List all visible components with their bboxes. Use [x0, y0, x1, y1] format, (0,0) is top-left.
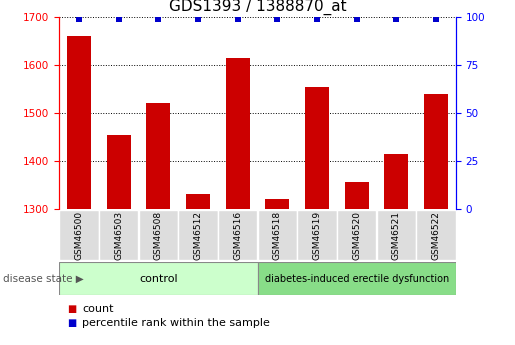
- Bar: [59, 210, 99, 260]
- Bar: [258, 210, 297, 260]
- Bar: [218, 210, 258, 260]
- Text: GSM46516: GSM46516: [233, 211, 242, 260]
- Text: ■: ■: [67, 304, 76, 314]
- Text: GSM46500: GSM46500: [75, 211, 83, 260]
- Bar: [139, 210, 178, 260]
- Bar: [99, 210, 139, 260]
- Text: GSM46519: GSM46519: [313, 211, 321, 260]
- Text: GSM46520: GSM46520: [352, 211, 361, 260]
- Bar: [305, 87, 329, 209]
- Bar: [226, 58, 250, 209]
- Text: percentile rank within the sample: percentile rank within the sample: [82, 318, 270, 328]
- Text: count: count: [82, 304, 114, 314]
- Text: GSM46508: GSM46508: [154, 211, 163, 260]
- Bar: [178, 210, 218, 260]
- Bar: [297, 210, 337, 260]
- Bar: [424, 94, 448, 209]
- Bar: [146, 104, 170, 209]
- Bar: [258, 262, 456, 295]
- Bar: [67, 37, 91, 209]
- Text: control: control: [139, 274, 178, 284]
- Bar: [59, 262, 258, 295]
- Bar: [416, 210, 456, 260]
- Text: GSM46518: GSM46518: [273, 211, 282, 260]
- Bar: [345, 183, 369, 209]
- Text: disease state ▶: disease state ▶: [3, 274, 83, 283]
- Bar: [376, 210, 416, 260]
- Title: GDS1393 / 1388870_at: GDS1393 / 1388870_at: [169, 0, 346, 14]
- Bar: [337, 210, 376, 260]
- Text: GSM46522: GSM46522: [432, 211, 440, 260]
- Text: GSM46503: GSM46503: [114, 211, 123, 260]
- Bar: [107, 135, 131, 209]
- Bar: [384, 154, 408, 209]
- Text: diabetes-induced erectile dysfunction: diabetes-induced erectile dysfunction: [265, 274, 449, 284]
- Text: ■: ■: [67, 318, 76, 328]
- Bar: [186, 194, 210, 209]
- Bar: [265, 199, 289, 209]
- Text: GSM46512: GSM46512: [194, 211, 202, 260]
- Text: GSM46521: GSM46521: [392, 211, 401, 260]
